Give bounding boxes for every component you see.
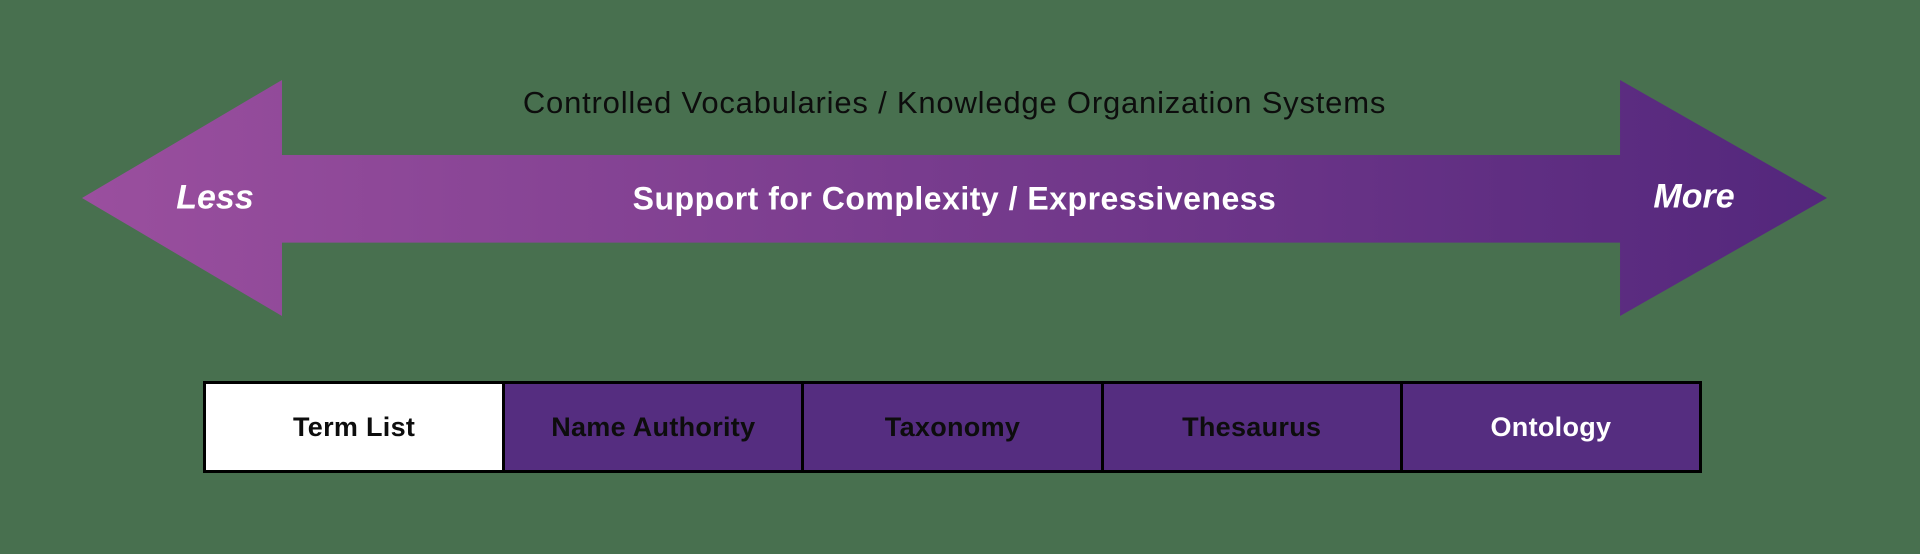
arrow-center-label: Support for Complexity / Expressiveness (632, 180, 1277, 217)
spectrum-box-label: Term List (292, 411, 416, 442)
spectrum-box-term-list: Term List (203, 381, 506, 473)
spectrum-box-ontology: Ontology (1399, 381, 1703, 473)
arrow-right-label: More (1653, 177, 1735, 216)
spectrum-box-label: Taxonomy (884, 411, 1021, 442)
spectrum-box-label: Ontology (1490, 411, 1612, 442)
spectrum-box-label: Name Authority (551, 411, 756, 442)
spectrum-boxes-row: Term List Name Authority Taxonomy Thesau… (203, 381, 1703, 473)
spectrum-box-label: Thesaurus (1182, 411, 1322, 442)
spectrum-box-thesaurus: Thesaurus (1100, 381, 1403, 473)
spectrum-box-taxonomy: Taxonomy (801, 381, 1104, 473)
spectrum-box-name-authority: Name Authority (502, 381, 805, 473)
diagram-title: Controlled Vocabularies / Knowledge Orga… (522, 85, 1387, 120)
arrow-left-label: Less (176, 178, 254, 217)
